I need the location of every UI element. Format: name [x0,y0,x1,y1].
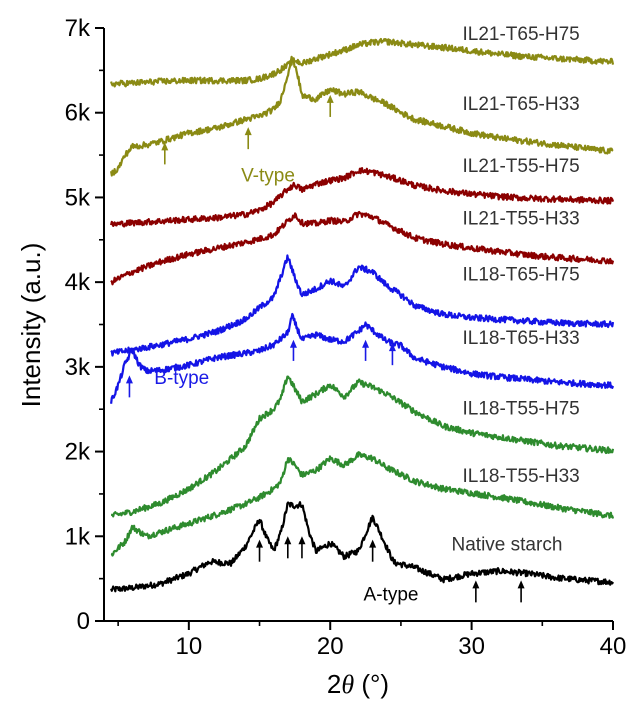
series-line-il21-t55-h75 [110,167,615,228]
labels-layer: Native starch IL18-T55-H33 IL18-T55-H75 IL1… [154,24,579,606]
peak-arrow [161,142,169,165]
peak-arrow [298,536,306,559]
peak-arrow [256,539,264,562]
peak-arrow-head [472,580,480,589]
peak-arrow [369,539,377,562]
series-line-il18-t65-h75 [110,254,615,357]
x-axis-title-symbol: θ [341,670,354,699]
peak-arrow-head [256,539,264,548]
peak-arrow-head [289,339,297,348]
peak-arrow [125,375,133,398]
x-tick-label: 30 [458,633,485,660]
series-line-il18-t55-h33 [110,451,615,557]
series-label: IL21-T55-H33 [462,209,579,230]
series-label: Native starch [452,535,563,556]
crystal-type-label: V-type [241,165,295,186]
peak-arrow [388,343,396,366]
peak-arrow-head [244,127,252,136]
peak-arrow-head [369,539,377,548]
series-label: IL18-T65-H75 [462,264,579,285]
peak-arrow-head [362,339,370,348]
series-layer [110,37,615,593]
y-tick-label: 7k [65,15,91,42]
x-tick-label: 40 [600,633,627,660]
x-tick-label: 10 [175,633,202,660]
y-tick-label: 4k [65,269,91,296]
series-label: IL21-T65-H33 [462,94,579,115]
crystal-type-label: A-type [364,585,419,606]
y-tick-label: 3k [65,354,91,381]
x-axis-title: 2θ (°) [327,669,389,699]
peak-arrow-head [125,375,133,384]
x-axis-title-unit: (°) [354,669,389,699]
series-label: IL18-T55-H75 [462,398,579,419]
y-tick-label: 5k [65,184,91,211]
series-line-il21-t65-h75 [110,37,615,88]
peak-arrow [289,339,297,361]
peak-arrow [244,127,252,150]
y-tick-label: 6k [65,100,91,127]
peak-arrow-head [284,536,292,545]
crystal-type-label: B-type [154,368,209,389]
series-line-il21-t55-h33 [110,210,615,286]
peak-arrow-head [298,536,306,545]
arrows-layer [125,94,525,603]
peak-arrow [326,94,334,117]
peak-arrow-head [388,343,396,352]
peak-arrow-head [326,94,334,103]
x-tick-label: 20 [317,633,344,660]
axes-layer: 0 1k 2k 3k 4k 5k 6k 7k 10 20 30 40 [65,15,627,660]
series-label: IL18-T65-H33 [462,328,579,349]
peak-arrow-head [161,142,169,151]
series-line-native-starch [110,501,614,593]
x-axis-title-prefix: 2 [327,669,341,699]
series-line-il21-t65-h33 [110,55,614,177]
series-label: IL21-T65-H75 [462,24,579,45]
peak-arrow [517,580,525,603]
y-tick-label: 0 [77,608,90,635]
series-line-il18-t65-h33 [110,312,615,404]
y-tick-label: 1k [65,523,91,550]
peak-arrow-head [517,580,525,589]
peak-arrow [472,580,480,603]
y-axis-title: Intensity (a.u.) [16,243,46,408]
series-label: IL18-T55-H33 [462,466,579,487]
y-tick-label: 2k [65,439,91,466]
series-label: IL21-T55-H75 [462,156,579,177]
peak-arrow [362,339,370,361]
peak-arrow [284,536,292,559]
series-line-il18-t55-h75 [110,375,615,518]
